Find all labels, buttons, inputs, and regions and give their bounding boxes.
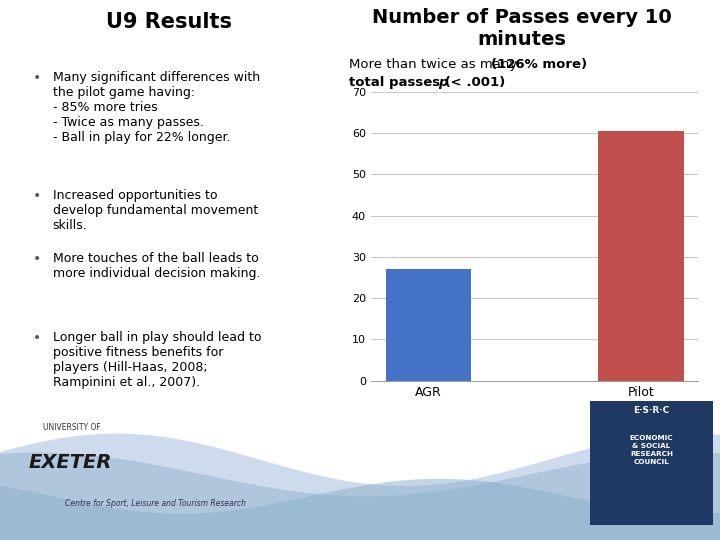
Text: •: •	[33, 189, 41, 203]
Text: < .001): < .001)	[446, 76, 505, 89]
Text: (126% more): (126% more)	[491, 58, 588, 71]
Text: •: •	[33, 71, 41, 85]
Text: E·S·R·C: E·S·R·C	[634, 406, 670, 415]
Polygon shape	[0, 453, 720, 540]
Text: U9 Results: U9 Results	[107, 12, 232, 32]
Text: Longer ball in play should lead to
positive fitness benefits for
players (Hill-H: Longer ball in play should lead to posit…	[53, 331, 261, 389]
Bar	[598, 131, 683, 381]
Text: UNIVERSITY OF: UNIVERSITY OF	[43, 423, 101, 433]
Text: •: •	[33, 331, 41, 345]
Polygon shape	[0, 479, 720, 540]
Text: total passes (: total passes (	[349, 76, 451, 89]
Text: More touches of the ball leads to
more individual decision making.: More touches of the ball leads to more i…	[53, 252, 260, 280]
Text: Number of Passes every 10: Number of Passes every 10	[372, 8, 672, 27]
Text: minutes: minutes	[477, 30, 567, 49]
Text: Increased opportunities to
develop fundamental movement
skills.: Increased opportunities to develop funda…	[53, 189, 258, 232]
Text: ECONOMIC
& SOCIAL
RESEARCH
COUNCIL: ECONOMIC & SOCIAL RESEARCH COUNCIL	[630, 435, 673, 465]
Text: p: p	[438, 76, 448, 89]
Bar	[386, 269, 471, 381]
Polygon shape	[0, 434, 720, 540]
FancyBboxPatch shape	[590, 402, 713, 525]
Text: Centre for Sport, Leisure and Tourism Research: Centre for Sport, Leisure and Tourism Re…	[65, 499, 246, 508]
Text: EXETER: EXETER	[29, 453, 112, 471]
Text: •: •	[33, 252, 41, 266]
Text: Many significant differences with
the pilot game having:
- 85% more tries
- Twic: Many significant differences with the pi…	[53, 71, 260, 144]
Text: More than twice as many: More than twice as many	[349, 58, 522, 71]
